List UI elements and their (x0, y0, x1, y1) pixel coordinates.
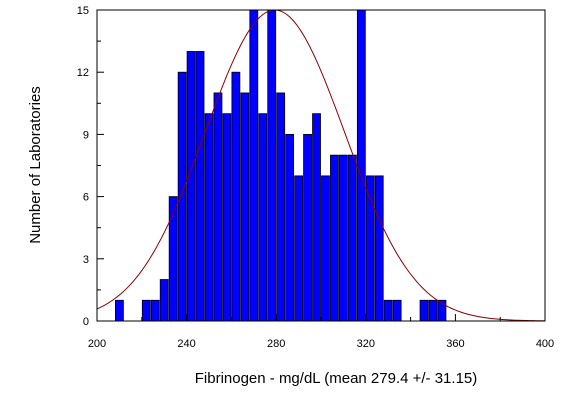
y-tick-label: 6 (83, 192, 89, 204)
bars-layer (115, 9, 447, 322)
histogram-bar (330, 154, 339, 322)
histogram-bar (347, 154, 357, 322)
histogram-bar (419, 299, 429, 322)
histogram-bar (222, 113, 232, 322)
x-tick-label: 240 (177, 338, 195, 350)
histogram-bar (428, 299, 438, 322)
y-tick-label: 12 (77, 67, 89, 79)
x-tick-label: 320 (357, 338, 375, 350)
histogram-bar (303, 133, 312, 322)
histogram-bar (186, 51, 196, 322)
histogram-bar (312, 113, 321, 322)
histogram-bar (115, 299, 124, 322)
x-tick-label: 200 (88, 338, 106, 350)
histogram-bar (177, 71, 187, 322)
histogram-bar (321, 175, 330, 322)
x-axis-title: Fibrinogen - mg/dL (mean 279.4 +/- 31.15… (195, 370, 478, 387)
histogram-bar (159, 279, 169, 322)
histogram-bar (276, 92, 286, 322)
histogram-bar (392, 299, 402, 322)
histogram-bar (231, 71, 241, 322)
y-tick-label: 9 (83, 129, 89, 141)
histogram-bar (294, 175, 303, 322)
x-tick-label: 280 (267, 338, 285, 350)
histogram-bar (195, 51, 205, 322)
histogram-bar (240, 92, 250, 322)
y-tick-label: 3 (83, 254, 89, 266)
histogram-bar (339, 154, 348, 322)
histogram-bar (168, 196, 178, 322)
histogram-bar (285, 133, 295, 322)
histogram-bar (374, 175, 384, 322)
y-tick-label: 15 (77, 5, 89, 17)
plot-frame (96, 9, 546, 322)
normal-curve (96, 9, 546, 322)
x-tick-label: 400 (536, 338, 554, 350)
histogram-bar (267, 9, 277, 322)
histogram-bar (141, 299, 151, 322)
histogram-bar (150, 299, 160, 322)
y-axis-title: Number of Laboratories (27, 86, 44, 244)
histogram-bar (258, 113, 268, 322)
histogram-bar (213, 92, 223, 322)
ticks-layer: 200 240 280 320 360 400 0 3 6 9 12 15 (77, 5, 554, 350)
histogram-bar (356, 9, 366, 322)
x-tick-label: 360 (446, 338, 464, 350)
histogram-bar (383, 299, 393, 322)
histogram-bar (204, 113, 214, 322)
histogram-bar (249, 9, 259, 322)
y-tick-label: 0 (83, 316, 89, 328)
